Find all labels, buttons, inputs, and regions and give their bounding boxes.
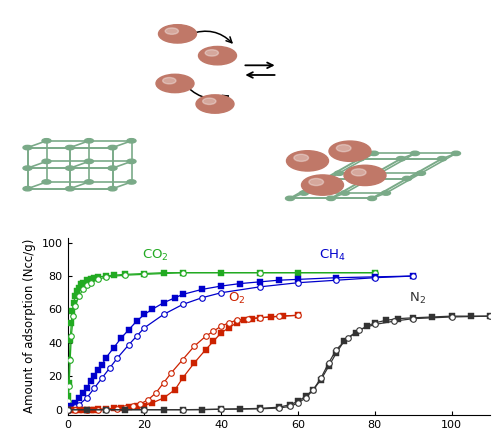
Circle shape <box>320 176 330 181</box>
Circle shape <box>326 196 336 200</box>
Y-axis label: Amount of adsorption (Ncc/g): Amount of adsorption (Ncc/g) <box>23 239 36 413</box>
Circle shape <box>198 47 236 65</box>
Circle shape <box>156 74 194 92</box>
Circle shape <box>108 166 117 170</box>
Circle shape <box>294 154 308 162</box>
Circle shape <box>66 166 74 170</box>
Circle shape <box>127 139 136 143</box>
Circle shape <box>344 165 386 186</box>
Circle shape <box>362 176 370 181</box>
Circle shape <box>334 171 344 175</box>
Circle shape <box>340 191 349 195</box>
Circle shape <box>162 77 176 84</box>
Circle shape <box>352 169 366 176</box>
Circle shape <box>416 171 426 175</box>
Circle shape <box>368 196 376 200</box>
Circle shape <box>205 50 218 56</box>
Circle shape <box>108 146 117 150</box>
Circle shape <box>84 139 94 143</box>
Circle shape <box>108 187 117 191</box>
Circle shape <box>158 25 196 43</box>
Circle shape <box>336 145 351 152</box>
Text: CO$_2$: CO$_2$ <box>142 248 169 263</box>
Circle shape <box>127 159 136 164</box>
Circle shape <box>42 180 51 184</box>
Circle shape <box>23 187 32 191</box>
Circle shape <box>66 146 74 150</box>
Text: O$_2$: O$_2$ <box>228 291 245 306</box>
Circle shape <box>165 28 178 34</box>
Circle shape <box>202 98 216 105</box>
Circle shape <box>438 156 446 161</box>
Circle shape <box>84 180 94 184</box>
Circle shape <box>286 151 329 171</box>
Circle shape <box>42 159 51 164</box>
Circle shape <box>300 191 308 195</box>
Circle shape <box>127 180 136 184</box>
Circle shape <box>66 187 74 191</box>
Circle shape <box>286 196 294 200</box>
Circle shape <box>370 151 378 156</box>
Circle shape <box>376 171 384 175</box>
Circle shape <box>382 191 390 195</box>
Circle shape <box>410 151 420 156</box>
Circle shape <box>452 151 460 156</box>
Circle shape <box>402 176 411 181</box>
Circle shape <box>23 146 32 150</box>
Circle shape <box>309 178 324 186</box>
Circle shape <box>302 175 344 195</box>
Circle shape <box>356 156 364 161</box>
Circle shape <box>84 159 94 164</box>
Circle shape <box>196 95 234 113</box>
Text: CH$_4$: CH$_4$ <box>319 248 346 263</box>
Circle shape <box>396 156 406 161</box>
Circle shape <box>23 166 32 170</box>
Text: N$_2$: N$_2$ <box>408 291 426 306</box>
Circle shape <box>329 141 371 162</box>
Circle shape <box>42 139 51 143</box>
